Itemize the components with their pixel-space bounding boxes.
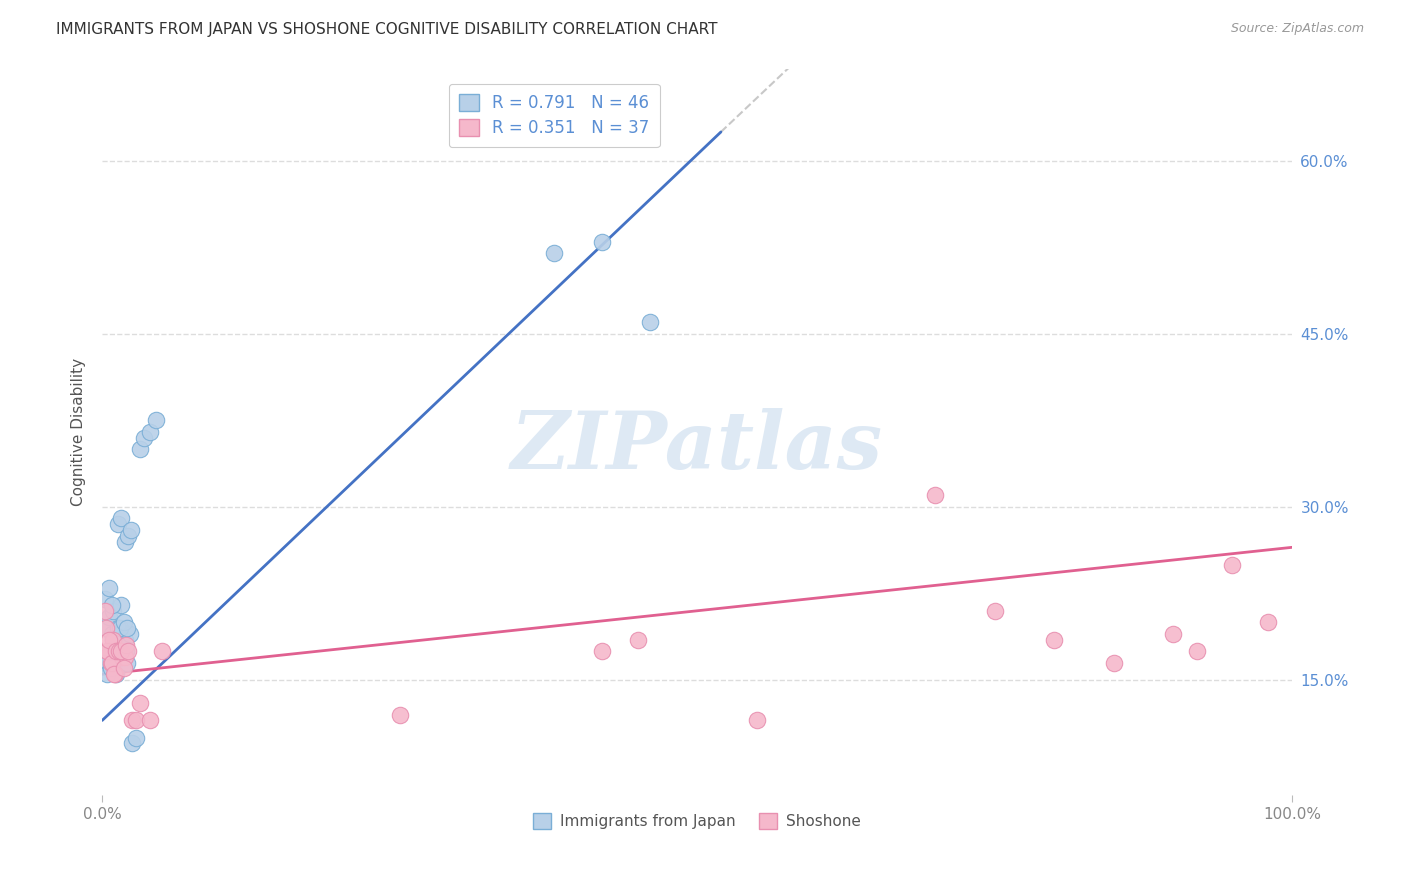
Point bbox=[105, 667, 128, 681]
Point bbox=[121, 736, 143, 750]
Point bbox=[114, 632, 136, 647]
Point bbox=[100, 656, 122, 670]
Point bbox=[103, 667, 125, 681]
Point bbox=[924, 488, 946, 502]
Point bbox=[114, 534, 136, 549]
Point bbox=[94, 621, 117, 635]
Point bbox=[117, 529, 139, 543]
Point bbox=[101, 604, 124, 618]
Point bbox=[983, 604, 1005, 618]
Point bbox=[100, 661, 122, 675]
Point bbox=[94, 649, 117, 664]
Point bbox=[110, 511, 132, 525]
Point bbox=[121, 714, 143, 728]
Point bbox=[115, 621, 138, 635]
Point bbox=[108, 621, 131, 635]
Point bbox=[96, 644, 118, 658]
Point bbox=[626, 632, 648, 647]
Point bbox=[115, 656, 138, 670]
Point bbox=[1043, 632, 1066, 647]
Point bbox=[145, 413, 167, 427]
Point bbox=[104, 667, 127, 681]
Point bbox=[98, 609, 121, 624]
Point bbox=[93, 592, 115, 607]
Point bbox=[591, 644, 613, 658]
Point bbox=[93, 656, 115, 670]
Point bbox=[97, 644, 120, 658]
Point bbox=[112, 615, 135, 630]
Point bbox=[1185, 644, 1208, 658]
Point bbox=[93, 604, 115, 618]
Point bbox=[108, 639, 131, 653]
Point bbox=[104, 644, 127, 658]
Y-axis label: Cognitive Disability: Cognitive Disability bbox=[72, 358, 86, 506]
Legend: Immigrants from Japan, Shoshone: Immigrants from Japan, Shoshone bbox=[527, 806, 868, 835]
Text: Source: ZipAtlas.com: Source: ZipAtlas.com bbox=[1230, 22, 1364, 36]
Point bbox=[132, 431, 155, 445]
Point bbox=[124, 714, 146, 728]
Point bbox=[98, 581, 121, 595]
Point bbox=[111, 649, 134, 664]
Point bbox=[591, 235, 613, 249]
Point bbox=[120, 523, 142, 537]
Point bbox=[100, 627, 122, 641]
Point bbox=[107, 621, 129, 635]
Point bbox=[115, 639, 138, 653]
Point bbox=[107, 644, 129, 658]
Point bbox=[108, 644, 131, 658]
Text: ZIPatlas: ZIPatlas bbox=[510, 408, 883, 485]
Point bbox=[1161, 627, 1184, 641]
Point bbox=[117, 644, 139, 658]
Point bbox=[108, 649, 131, 664]
Point bbox=[124, 731, 146, 745]
Point bbox=[105, 644, 128, 658]
Point bbox=[129, 442, 152, 457]
Point bbox=[100, 656, 122, 670]
Point bbox=[100, 598, 122, 612]
Point bbox=[388, 707, 411, 722]
Point bbox=[98, 632, 121, 647]
Point bbox=[129, 696, 152, 710]
Point bbox=[1102, 656, 1125, 670]
Point bbox=[115, 644, 138, 658]
Point bbox=[543, 246, 565, 260]
Point bbox=[745, 714, 768, 728]
Point bbox=[104, 644, 127, 658]
Point bbox=[110, 644, 132, 658]
Point bbox=[110, 598, 132, 612]
Point bbox=[105, 644, 128, 658]
Point bbox=[150, 644, 173, 658]
Point bbox=[114, 649, 136, 664]
Point bbox=[101, 632, 124, 647]
Point bbox=[118, 627, 141, 641]
Point bbox=[100, 644, 122, 658]
Point bbox=[96, 621, 118, 635]
Point bbox=[97, 656, 120, 670]
Point bbox=[139, 425, 162, 439]
Point bbox=[103, 656, 125, 670]
Point bbox=[112, 661, 135, 675]
Point bbox=[112, 649, 135, 664]
Point bbox=[139, 714, 162, 728]
Point bbox=[101, 632, 124, 647]
Point bbox=[1257, 615, 1279, 630]
Point bbox=[111, 632, 134, 647]
Point bbox=[638, 315, 661, 329]
Point bbox=[1222, 558, 1244, 572]
Text: IMMIGRANTS FROM JAPAN VS SHOSHONE COGNITIVE DISABILITY CORRELATION CHART: IMMIGRANTS FROM JAPAN VS SHOSHONE COGNIT… bbox=[56, 22, 717, 37]
Point bbox=[107, 517, 129, 532]
Point bbox=[108, 644, 131, 658]
Point bbox=[96, 667, 118, 681]
